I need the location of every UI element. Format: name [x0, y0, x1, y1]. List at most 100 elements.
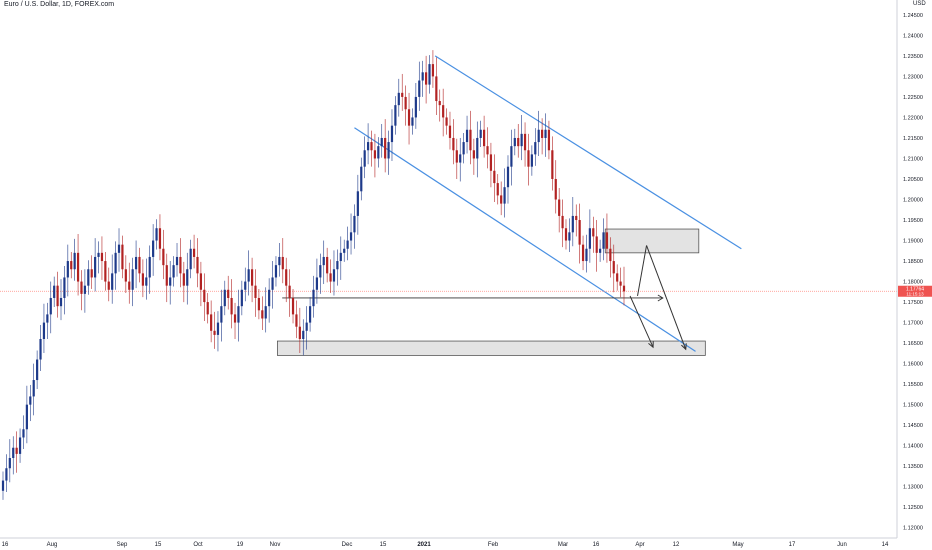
candle-body: [114, 252, 117, 274]
projection-arrow[interactable]: [629, 295, 654, 348]
y-tick-label: 1.23000: [903, 74, 923, 80]
y-tick-label: 1.24000: [903, 33, 923, 39]
candle-body: [138, 256, 141, 274]
candle-body: [366, 142, 370, 151]
x-tick-label: Apr: [635, 542, 644, 548]
candle-body: [377, 146, 380, 159]
candle-body: [182, 273, 185, 286]
candle-body: [227, 289, 230, 298]
candle-body: [94, 256, 97, 278]
candle-body: [42, 322, 46, 340]
candle-body: [73, 252, 76, 270]
x-tick-label: Mar: [558, 542, 568, 548]
candle-body: [339, 252, 342, 262]
candle-body: [578, 220, 581, 245]
y-tick-label: 1.12500: [903, 505, 923, 511]
candle-body: [452, 137, 455, 151]
candle-body: [175, 256, 179, 266]
candle-body: [575, 215, 578, 221]
candle-body: [595, 236, 598, 253]
candle-body: [479, 129, 482, 138]
y-tick-label: 1.14500: [903, 423, 923, 429]
candle-body: [326, 256, 329, 274]
candle-body: [455, 150, 458, 163]
candle-body: [257, 297, 261, 311]
countdown-label: 11:15:13: [906, 292, 924, 297]
y-tick-label: 1.19000: [903, 239, 923, 245]
candle-body: [407, 109, 411, 126]
demand-zone[interactable]: [276, 340, 706, 356]
candle-body: [424, 72, 428, 85]
candle-body: [268, 289, 271, 307]
candle-body: [97, 252, 100, 257]
y-tick-label: 1.20000: [903, 198, 923, 204]
candle-body: [274, 265, 278, 278]
x-tick-label: May: [732, 542, 743, 548]
candle-body: [500, 195, 503, 204]
candle-body: [462, 142, 465, 155]
candle-body: [216, 322, 220, 335]
candle-body: [564, 228, 568, 241]
candle-body: [380, 137, 383, 147]
candle-body: [15, 447, 18, 454]
x-tick-label: 16: [593, 542, 600, 548]
candle-body: [401, 92, 404, 97]
candle-body: [373, 150, 377, 159]
x-tick-label: 16: [2, 542, 9, 548]
projection-arrow[interactable]: [646, 245, 687, 350]
candle-body: [319, 265, 322, 278]
candle-body: [387, 142, 390, 159]
x-tick-label: Sep: [117, 542, 128, 548]
candle-body: [206, 302, 209, 315]
candle-body: [32, 380, 35, 397]
candle-body: [186, 269, 189, 286]
candle-body: [298, 326, 301, 340]
candle-body: [349, 232, 353, 241]
candle-body: [390, 125, 394, 143]
y-tick-label: 1.24500: [903, 13, 923, 19]
candle-body: [196, 256, 199, 274]
candle-body: [581, 244, 585, 262]
last-price-label: 1.17764: [906, 287, 924, 293]
candle-body: [431, 64, 435, 77]
candle-body: [189, 248, 192, 270]
arrows-layer: [629, 245, 687, 351]
resistance-zone[interactable]: [604, 228, 700, 254]
candle-body: [336, 261, 339, 270]
candle-body: [421, 72, 424, 81]
candle-body: [39, 339, 42, 360]
candle-body: [616, 273, 619, 282]
candle-body: [172, 265, 175, 278]
candle-body: [527, 150, 530, 167]
candle-body: [104, 261, 107, 282]
candle-body: [121, 244, 124, 270]
y-tick-label: 1.17000: [903, 321, 923, 327]
x-tick-label: 15: [155, 542, 162, 548]
candle-body: [90, 269, 93, 278]
candle-body: [486, 146, 489, 155]
candle-body: [25, 404, 28, 430]
candle-body: [493, 170, 496, 184]
y-tick-label: 1.21500: [903, 136, 923, 142]
candle-body: [22, 429, 25, 438]
x-tick-label: Jun: [837, 542, 847, 548]
x-tick-label: Feb: [488, 542, 499, 548]
candles-layer: [1, 50, 626, 500]
candle-body: [250, 269, 254, 286]
candle-body: [554, 178, 557, 200]
candle-body: [278, 256, 281, 266]
y-tick-label: 1.20500: [903, 177, 923, 183]
candle-body: [609, 248, 612, 262]
channel-upper-line[interactable]: [434, 55, 742, 250]
y-tick-label: 1.17500: [903, 300, 923, 306]
candle-body: [547, 129, 551, 151]
projection-arrow[interactable]: [637, 245, 648, 297]
y-tick-label: 1.15000: [903, 403, 923, 409]
candle-body: [49, 297, 52, 315]
candle-body: [469, 129, 472, 151]
price-unit: USD: [913, 1, 926, 7]
candle-body: [343, 248, 346, 253]
